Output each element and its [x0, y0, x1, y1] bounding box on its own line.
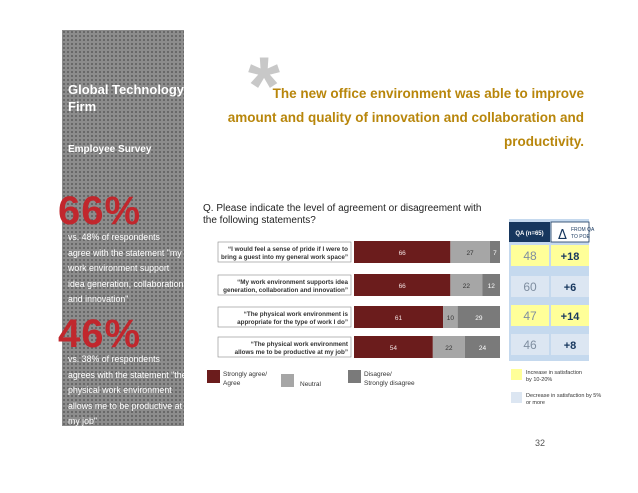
- category-label: “I would feel a sense of pride if I were…: [221, 246, 348, 261]
- legend-label: Neutral: [300, 381, 322, 388]
- color-key-label: Decrease in satisfaction by 5%: [526, 393, 601, 399]
- bar-agree: [354, 306, 444, 328]
- sidebar-title: Global Technology Firm: [68, 82, 185, 114]
- legend-label-line2: Agree: [223, 380, 241, 387]
- legend-swatch: [348, 370, 361, 383]
- qa-value-cell: [511, 276, 549, 297]
- delta-value: +8: [564, 340, 577, 352]
- qa-value: 48: [523, 249, 537, 263]
- stat-1-value: 66%: [58, 189, 142, 233]
- qa-value: 60: [523, 280, 537, 294]
- legend-swatch: [281, 374, 294, 387]
- color-key-swatch: [511, 392, 522, 403]
- stat-1-text: vs. 48% of respondents agree with the st…: [68, 232, 184, 304]
- bar-value-label: 10: [447, 315, 455, 322]
- qa-header-cell: [509, 222, 550, 242]
- delta-value-cell: [551, 305, 589, 326]
- question-text: Q. Please indicate the level of agreemen…: [203, 203, 482, 226]
- legend-label-line2: Strongly disagree: [364, 380, 415, 387]
- asterisk-icon: *: [248, 41, 280, 132]
- delta-header-line: FROM QA: [571, 227, 595, 233]
- color-key-label-line2: or more: [526, 400, 545, 406]
- bar-agree: [354, 336, 433, 358]
- category-label: “The physical work environment allows me …: [235, 341, 349, 356]
- bar-value-label: 22: [463, 283, 471, 290]
- stat-2-text: vs. 38% of respondents agrees with the s…: [68, 354, 187, 426]
- sidebar-subtitle: Employee Survey: [68, 144, 152, 155]
- delta-value-cell: [551, 276, 589, 297]
- bar-value-label: 29: [475, 315, 483, 322]
- category-label-box: [217, 306, 352, 328]
- bar-value-label: 61: [395, 315, 403, 322]
- delta-value: +18: [561, 251, 580, 263]
- bar-value-label: 54: [390, 345, 398, 352]
- delta-value-cell: [551, 245, 589, 266]
- bar-disagree: [457, 306, 500, 328]
- bar-value-label: 66: [399, 283, 407, 290]
- bar-disagree: [489, 241, 500, 263]
- qa-value-cell: [511, 245, 549, 266]
- sidebar-panel: [62, 30, 184, 426]
- qa-value-cell: [511, 305, 549, 326]
- legend-swatch: [207, 370, 220, 383]
- category-label: “The physical work environment is appropr…: [237, 311, 348, 326]
- delta-header-line: TO POE: [571, 234, 590, 240]
- legend-label: Strongly agree/: [223, 371, 267, 378]
- legend-label: Disagree/: [364, 371, 392, 378]
- headline: The new office environment was able to i…: [227, 86, 584, 149]
- bar-value-label: 24: [479, 345, 487, 352]
- bar-neutral: [450, 241, 490, 263]
- delta-icon: Δ: [558, 228, 567, 243]
- bar-value-label: 66: [399, 250, 407, 257]
- bar-neutral: [432, 336, 465, 358]
- category-label: “My work environment supports idea genera…: [223, 279, 348, 294]
- qa-value: 46: [523, 338, 537, 352]
- bar-agree: [354, 274, 451, 296]
- bar-disagree: [482, 274, 500, 296]
- color-key-label: Increase in satisfaction: [526, 370, 582, 376]
- category-label-box: [217, 241, 352, 263]
- qa-value-cell: [511, 334, 549, 355]
- bar-disagree: [464, 336, 500, 358]
- color-key-label-line2: by 10-20%: [526, 377, 552, 383]
- stat-2-value: 46%: [58, 312, 142, 356]
- delta-value-cell: [551, 334, 589, 355]
- page-number: 32: [535, 438, 546, 448]
- bar-agree: [354, 241, 451, 263]
- bar-neutral: [443, 306, 458, 328]
- category-label-box: [217, 336, 352, 358]
- delta-header-cell: [550, 221, 590, 243]
- delta-value: +6: [564, 282, 577, 294]
- category-label-box: [217, 274, 352, 296]
- bar-value-label: 12: [488, 283, 496, 290]
- bar-value-label: 27: [466, 250, 474, 257]
- delta-value: +14: [561, 311, 581, 323]
- bar-neutral: [450, 274, 483, 296]
- qa-header: QA (n=65): [515, 231, 543, 237]
- qa-value: 47: [523, 309, 537, 323]
- bar-value-label: 22: [445, 345, 453, 352]
- bar-value-label: 7: [493, 250, 497, 257]
- color-key-swatch: [511, 369, 522, 380]
